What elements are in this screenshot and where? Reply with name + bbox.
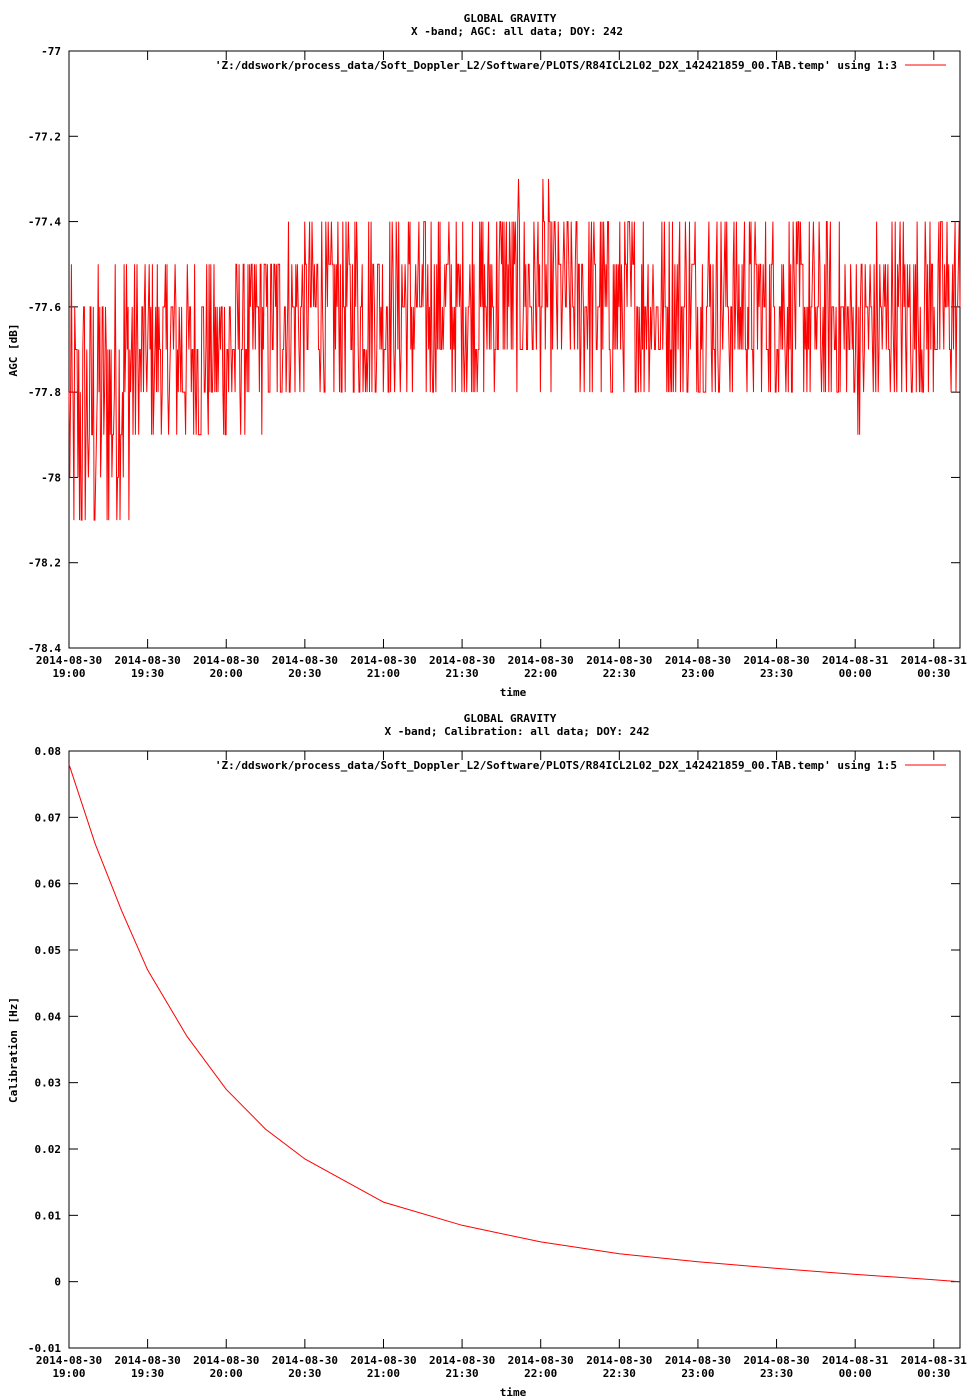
- chart-2-ytick-label: 0.04: [35, 1010, 62, 1023]
- chart-2-xtick-date: 2014-08-30: [586, 1354, 652, 1367]
- chart-1-ytick-label: -78: [41, 471, 61, 484]
- chart-2-xtick-date: 2014-08-31: [901, 1354, 968, 1367]
- chart-1-xtick-date: 2014-08-30: [115, 654, 181, 667]
- chart-1-xtick-date: 2014-08-30: [508, 654, 574, 667]
- chart-1-xtick-time: 00:30: [917, 667, 950, 680]
- chart-1-xtick-time: 19:30: [131, 667, 164, 680]
- chart-2-xtick-time: 00:30: [917, 1367, 950, 1380]
- chart-1-title: GLOBAL GRAVITY: [464, 12, 557, 25]
- chart-2-ytick-label: 0.08: [35, 745, 62, 758]
- chart-2-xtick-date: 2014-08-30: [743, 1354, 809, 1367]
- chart-1-xtick-date: 2014-08-30: [193, 654, 259, 667]
- chart-2-subtitle: X -band; Calibration: all data; DOY: 242: [385, 725, 650, 738]
- chart-2-ytick-label: -0.01: [28, 1342, 61, 1355]
- chart-2-ytick-label: 0.05: [35, 944, 62, 957]
- chart-2-xtick-time: 23:30: [760, 1367, 793, 1380]
- chart-2-xtick-time: 00:00: [839, 1367, 872, 1380]
- chart-2-ytick-label: 0: [54, 1276, 61, 1289]
- chart-1-xtick-time: 19:00: [52, 667, 85, 680]
- chart-2-ylabel: Calibration [Hz]: [7, 997, 20, 1103]
- chart-1-xtick-date: 2014-08-31: [901, 654, 968, 667]
- chart-1-xtick-time: 22:00: [524, 667, 557, 680]
- chart-2-title: GLOBAL GRAVITY: [464, 712, 557, 725]
- chart-2-ytick-label: 0.07: [35, 811, 62, 824]
- chart-1-xtick-date: 2014-08-30: [350, 654, 416, 667]
- chart-1-xtick-date: 2014-08-30: [429, 654, 495, 667]
- chart-2-xtick-time: 21:30: [446, 1367, 479, 1380]
- chart-2-xtick-date: 2014-08-30: [350, 1354, 416, 1367]
- chart-1-series-line: [68, 178, 961, 521]
- chart-1-frame: [68, 50, 961, 649]
- chart-2-xtick-date: 2014-08-30: [115, 1354, 181, 1367]
- chart-2-plot-area: [68, 764, 961, 1283]
- chart-2-xtick-date: 2014-08-30: [429, 1354, 495, 1367]
- chart-1-xtick-time: 22:30: [603, 667, 636, 680]
- chart-1-plot-area: [68, 178, 961, 521]
- chart-1-xtick-time: 23:00: [681, 667, 714, 680]
- chart-2-xtick-date: 2014-08-31: [822, 1354, 889, 1367]
- chart-1-xtick-time: 20:30: [288, 667, 321, 680]
- chart-2-legend-label: 'Z:/ddswork/process_data/Soft_Doppler_L2…: [215, 759, 897, 772]
- chart-1-xtick-time: 21:00: [367, 667, 400, 680]
- chart-2-xtick-time: 22:00: [524, 1367, 557, 1380]
- chart-1-xtick-time: 20:00: [210, 667, 243, 680]
- chart-1-xtick-date: 2014-08-30: [36, 654, 102, 667]
- chart-1-ytick-label: -77.6: [28, 301, 61, 314]
- chart-2-series-line: [68, 764, 961, 1283]
- chart-1-xtick-time: 21:30: [446, 667, 479, 680]
- chart-2-xtick-time: 19:00: [52, 1367, 85, 1380]
- chart-1: GLOBAL GRAVITY X -band; AGC: all data; D…: [7, 12, 967, 699]
- chart-2-xtick-date: 2014-08-30: [36, 1354, 102, 1367]
- chart-2-axes: 0.080.070.060.050.040.030.020.010-0.0120…: [28, 745, 967, 1380]
- chart-1-subtitle: X -band; AGC: all data; DOY: 242: [411, 25, 623, 38]
- chart-1-ytick-label: -78.2: [28, 557, 61, 570]
- chart-2-xtick-time: 20:30: [288, 1367, 321, 1380]
- chart-1-xtick-date: 2014-08-31: [822, 654, 889, 667]
- chart-1-ylabel: AGC [dB]: [7, 324, 20, 377]
- chart-1-ytick-label: -77.2: [28, 130, 61, 143]
- chart-2-xtick-date: 2014-08-30: [193, 1354, 259, 1367]
- chart-2-xtick-date: 2014-08-30: [508, 1354, 574, 1367]
- chart-1-ytick-label: -77.8: [28, 386, 61, 399]
- chart-2-xtick-time: 19:30: [131, 1367, 164, 1380]
- chart-2-xtick-date: 2014-08-30: [272, 1354, 338, 1367]
- chart-1-xtick-date: 2014-08-30: [586, 654, 652, 667]
- chart-2-xtick-time: 21:00: [367, 1367, 400, 1380]
- chart-2-ytick-label: 0.06: [35, 878, 62, 891]
- chart-2-xtick-time: 22:30: [603, 1367, 636, 1380]
- chart-1-xtick-date: 2014-08-30: [272, 654, 338, 667]
- chart-1-axes: -77-77.2-77.4-77.6-77.8-78-78.2-78.42014…: [28, 45, 967, 680]
- chart-2-ytick-label: 0.01: [35, 1209, 62, 1222]
- chart-1-xtick-time: 00:00: [839, 667, 872, 680]
- chart-2: GLOBAL GRAVITY X -band; Calibration: all…: [7, 712, 967, 1399]
- chart-2-xtick-date: 2014-08-30: [665, 1354, 731, 1367]
- chart-2-xtick-time: 23:00: [681, 1367, 714, 1380]
- chart-2-ytick-label: 0.03: [35, 1077, 62, 1090]
- chart-2-xlabel: time: [500, 1386, 527, 1399]
- chart-1-ytick-label: -77: [41, 45, 61, 58]
- chart-2-xtick-time: 20:00: [210, 1367, 243, 1380]
- chart-1-ytick-label: -77.4: [28, 216, 61, 229]
- chart-2-ytick-label: 0.02: [35, 1143, 62, 1156]
- chart-2-frame: [68, 750, 961, 1349]
- chart-1-ytick-label: -78.4: [28, 642, 61, 655]
- chart-1-xtick-date: 2014-08-30: [743, 654, 809, 667]
- chart-1-legend-label: 'Z:/ddswork/process_data/Soft_Doppler_L2…: [215, 59, 897, 72]
- chart-1-xlabel: time: [500, 686, 527, 699]
- chart-1-xtick-time: 23:30: [760, 667, 793, 680]
- chart-1-xtick-date: 2014-08-30: [665, 654, 731, 667]
